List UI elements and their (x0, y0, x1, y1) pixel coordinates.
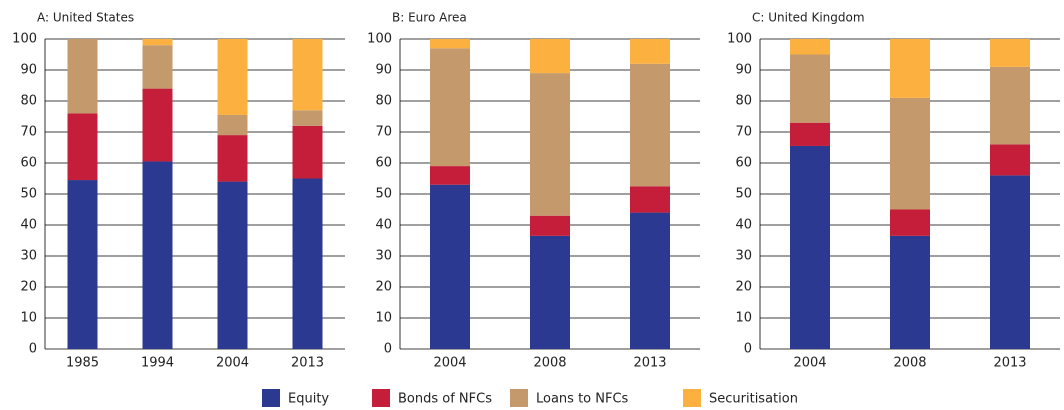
bar-segment (530, 39, 570, 74)
y-tick-label: 90 (375, 63, 392, 78)
x-tick-label: 2013 (993, 356, 1026, 371)
bar-segment (430, 48, 470, 167)
bar-segment (217, 39, 248, 115)
y-tick-label: 60 (735, 156, 752, 171)
y-tick-label: 50 (20, 187, 37, 202)
bar-segment (217, 114, 248, 136)
x-tick-label: 2004 (793, 356, 826, 371)
bar-segment (430, 166, 470, 185)
y-tick-label: 20 (735, 280, 752, 295)
legend-label: Loans to NFCs (536, 392, 629, 407)
bar-segment (890, 209, 930, 236)
bar-segment (790, 39, 830, 55)
y-tick-label: 80 (375, 94, 392, 109)
y-tick-label: 60 (375, 156, 392, 171)
bar-segment (630, 212, 670, 349)
y-tick-label: 90 (735, 63, 752, 78)
legend-swatch (683, 389, 701, 407)
y-tick-label: 0 (29, 342, 37, 357)
bar-segment (142, 39, 173, 46)
legend-label: Securitisation (709, 392, 798, 407)
panel-title: B: Euro Area (392, 11, 467, 25)
bar-segment (430, 39, 470, 49)
y-tick-label: 20 (20, 280, 37, 295)
bar-segment (292, 110, 323, 126)
y-tick-label: 10 (375, 311, 392, 326)
y-tick-label: 80 (20, 94, 37, 109)
x-tick-label: 2013 (291, 356, 324, 371)
bar-segment (142, 45, 173, 89)
x-tick-label: 1994 (141, 356, 174, 371)
x-tick-label: 1985 (66, 356, 99, 371)
legend-swatch (372, 389, 390, 407)
y-tick-label: 50 (735, 187, 752, 202)
bar-segment (890, 235, 930, 349)
y-tick-label: 10 (735, 311, 752, 326)
bar-segment (630, 39, 670, 64)
bar-segment (530, 235, 570, 349)
bar-segment (790, 54, 830, 123)
bar-segment (142, 161, 173, 349)
y-tick-label: 60 (20, 156, 37, 171)
bar-segment (990, 144, 1030, 176)
y-tick-label: 10 (20, 311, 37, 326)
y-tick-label: 30 (735, 249, 752, 264)
bar-segment (67, 39, 98, 114)
bar-segment (430, 184, 470, 349)
y-tick-label: 20 (375, 280, 392, 295)
y-tick-label: 40 (735, 218, 752, 233)
bar-segment (67, 180, 98, 349)
legend-label: Bonds of NFCs (398, 392, 492, 407)
bar-segment (292, 125, 323, 179)
bar-segment (142, 88, 173, 162)
y-tick-label: 50 (375, 187, 392, 202)
y-tick-label: 100 (12, 32, 37, 47)
y-tick-label: 30 (20, 249, 37, 264)
y-tick-label: 40 (20, 218, 37, 233)
y-tick-label: 0 (744, 342, 752, 357)
y-tick-label: 40 (375, 218, 392, 233)
y-tick-label: 0 (384, 342, 392, 357)
y-tick-label: 70 (20, 125, 37, 140)
y-tick-label: 100 (727, 32, 752, 47)
bar-segment (630, 186, 670, 213)
y-tick-label: 30 (375, 249, 392, 264)
legend-swatch (510, 389, 528, 407)
y-tick-label: 70 (375, 125, 392, 140)
bar-segment (990, 66, 1030, 145)
bar-segment (530, 215, 570, 236)
bar-segment (530, 73, 570, 216)
x-tick-label: 2004 (433, 356, 466, 371)
bar-segment (890, 97, 930, 210)
bar-segment (292, 39, 323, 111)
x-tick-label: 2004 (216, 356, 249, 371)
bar-segment (990, 175, 1030, 349)
bar-segment (890, 39, 930, 98)
bar-segment (990, 39, 1030, 67)
y-tick-label: 100 (367, 32, 392, 47)
x-tick-label: 2013 (633, 356, 666, 371)
legend-label: Equity (288, 392, 329, 407)
x-tick-label: 2008 (533, 356, 566, 371)
panel-title: C: United Kingdom (752, 11, 865, 25)
y-tick-label: 70 (735, 125, 752, 140)
panel-title: A: United States (37, 11, 134, 25)
bar-segment (217, 135, 248, 182)
bar-segment (790, 122, 830, 146)
x-tick-label: 2008 (893, 356, 926, 371)
legend-swatch (262, 389, 280, 407)
bar-segment (790, 145, 830, 349)
bar-segment (630, 63, 670, 187)
y-tick-label: 80 (735, 94, 752, 109)
bar-segment (217, 181, 248, 349)
bar-segment (67, 113, 98, 181)
bar-segment (292, 178, 323, 349)
y-tick-label: 90 (20, 63, 37, 78)
